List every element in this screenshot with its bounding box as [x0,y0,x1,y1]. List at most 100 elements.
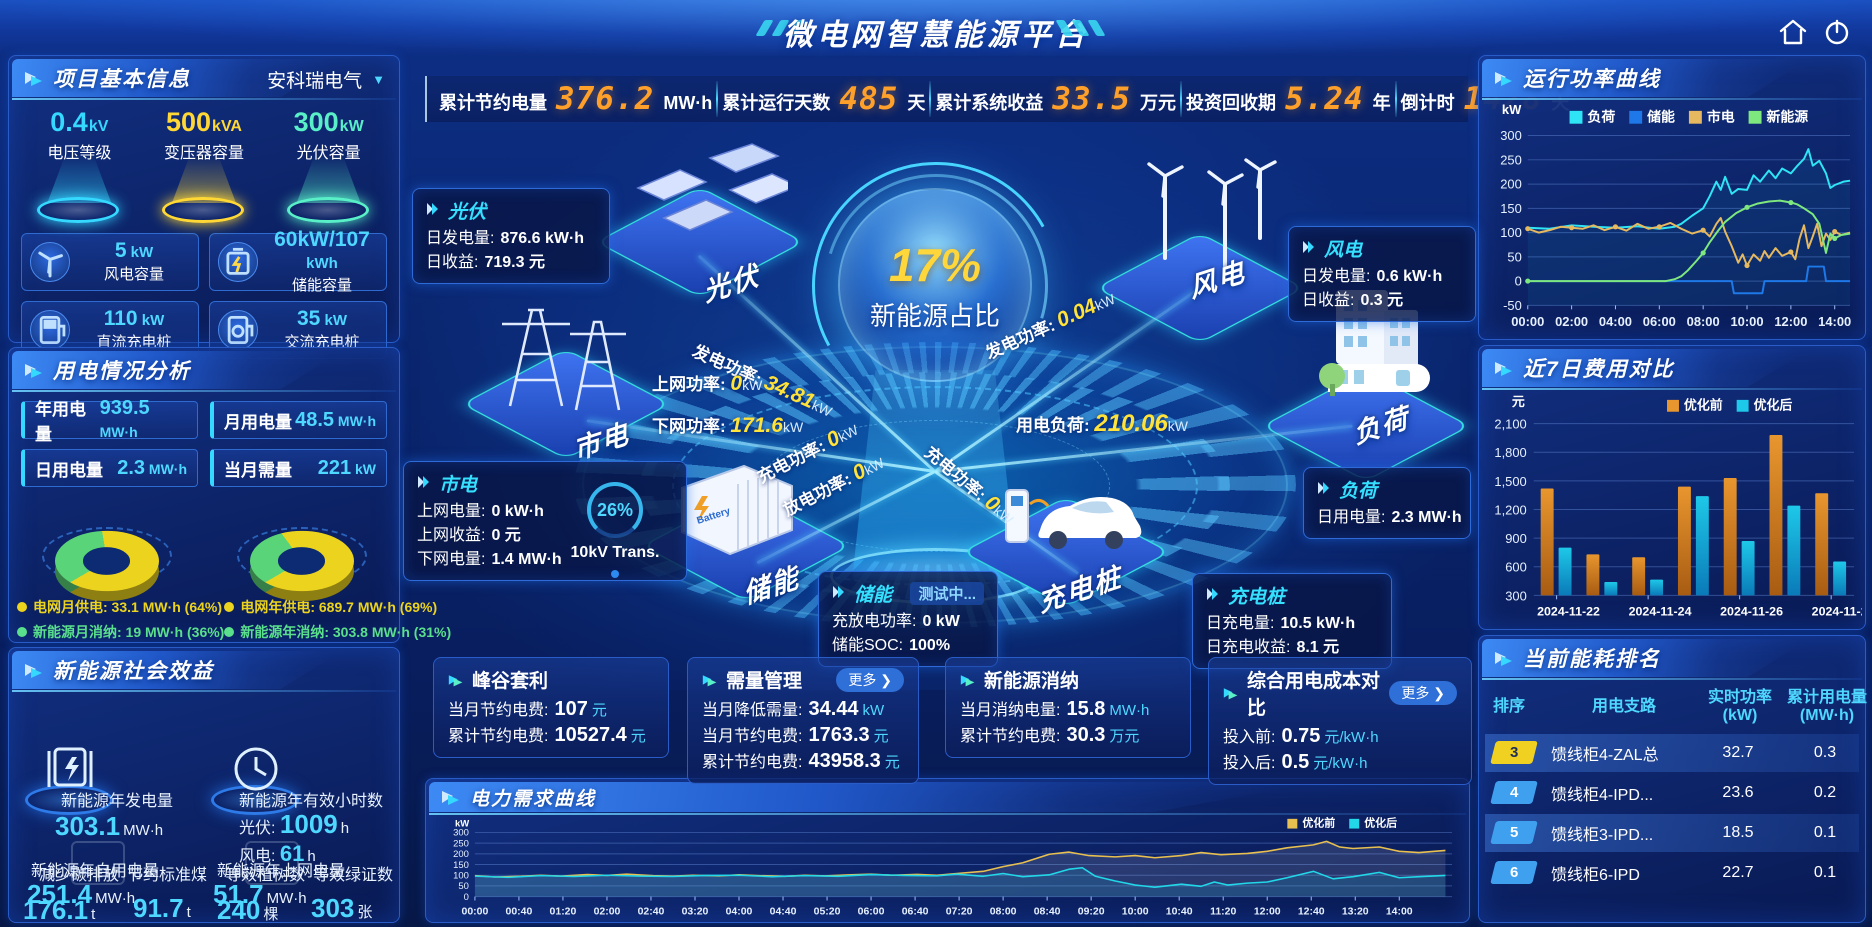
info-line-label: 日收益: [426,254,479,271]
svg-text:2024-11-28: 2024-11-28 [1812,605,1862,619]
usage-stat-value: 939.5 MW·h [99,397,150,440]
rank-badge: 6 [1490,861,1538,885]
info-line-value: 0 元 [491,527,521,544]
home-icon[interactable] [1776,16,1810,48]
battery-ghost-icon [71,841,125,885]
company-name: 安科瑞电气 [267,71,363,92]
battery-icon [218,242,258,282]
svg-text:-50: -50 [1503,298,1522,313]
panel-corner-icon [1494,648,1514,668]
cone-label: 变压器容量 [163,145,244,162]
wind-turbine-icon [30,242,70,282]
table-row[interactable]: 6 馈线柜6-IPD 22.7 0.1 [1485,854,1859,886]
chart-legend-item[interactable]: 优化前 [1667,398,1723,413]
info-line-value: 1.4 MW·h [491,551,562,568]
svg-text:10:00: 10:00 [1730,314,1763,329]
capacity-tile: 60kW/107 kWh 储能容量 [209,228,387,294]
info-panel-title: 负荷 [1317,476,1457,503]
card-line: 累计节约电费: 10527.4 元 [448,724,646,746]
usage-stat-label: 日用电量 [35,460,103,480]
energy-ranking-panel: 当前能耗排名 排序 用电支路 实时功率 (kW) 累计用电量 (MW·h) 3 馈线柜4-… [1478,635,1867,923]
svg-text:10:00: 10:00 [1122,907,1149,918]
gauge-dot [611,570,619,578]
legend-text: 电网月供电: 33.1 MW·h (64%) [33,599,223,615]
usage-stats: 年用电量 939.5 MW·h 月用电量 48.5 MW·h 日用电量 2.3 MW… [9,389,399,491]
chart-legend-item[interactable]: 优化后 [1736,398,1793,413]
legend-dot [224,627,235,637]
svg-text:2,100: 2,100 [1494,417,1526,432]
table-row[interactable]: 5 馈线柜3-IPD... 18.5 0.1 [1485,813,1859,852]
chart-legend-item[interactable]: 负荷 [1569,109,1616,125]
svg-text:市电: 市电 [1707,109,1735,125]
chart-legend-item[interactable]: 优化前 [1287,816,1335,830]
info-line: 储能SOC: 100% [832,634,984,658]
run-power-svg: -50 0 50 100 150 200 250 300 00:00 02:00 04:00 06:0… [1500,102,1851,329]
panel-title: 近7日费用对比 [1523,358,1675,381]
table-row[interactable]: 3 馈线柜4-ZAL总 32.7 0.3 [1485,733,1859,772]
svg-text:250: 250 [453,838,469,848]
tile-text: 110 kW 直流充电桩 [78,307,190,352]
more-button[interactable]: 更多 ❯ [1389,681,1457,705]
legend-text: 新能源年消纳: 303.8 MW·h (31%) [240,624,452,640]
info-line: 日充电量: 10.5 kW·h [1206,612,1378,636]
capacity-cone: 500kVA 变压器容量 [149,107,259,225]
svg-text:优化前: 优化前 [1302,816,1335,830]
social-body: 新能源年发电量 303.1 MW·h 新能源年有效小时数 光伏: 1009 h 风电: 61… [9,689,399,925]
legend-text: 电网年供电: 689.7 MW·h (69%) [240,599,438,615]
panel-corner-icon [24,660,44,680]
svg-text:50: 50 [458,881,469,891]
svg-text:02:40: 02:40 [638,907,665,918]
panel-corner-icon [1223,685,1239,701]
svg-text:150: 150 [453,860,469,870]
usage-stat-label: 月用电量 [224,412,292,432]
svg-text:150: 150 [1500,201,1522,216]
top-stat-value: 5.24 [1284,81,1364,117]
generation-icon [39,741,101,797]
chart-legend-item[interactable]: 储能 [1629,109,1675,125]
top-stats-divider [716,81,719,117]
card-line: 累计节约电费: 43958.3 元 [702,750,900,772]
tile-text: 60kW/107 kWh 储能容量 [266,228,378,295]
svg-text:08:00: 08:00 [1687,314,1720,329]
table-row[interactable]: 4 馈线柜4-IPD... 23.6 0.2 [1485,774,1859,812]
bar-优化后-2024-11-25 [1695,496,1709,596]
svg-text:900: 900 [1505,531,1527,546]
demand-curve-chart: 0 50 100 150 200 250 300 00:00 00:40 01:20 02:00 02… [429,813,1466,918]
info-line: 下网电量: 1.4 MW·h [417,548,673,572]
info-line-label: 日收益: [1302,292,1355,309]
svg-text:优化前: 优化前 [1684,398,1723,413]
info-line-label: 充放电功率: [832,613,917,630]
legend-text: 新能源月消纳: 19 MW·h (36%) [33,624,225,640]
tile-label: 直流充电桩 [96,334,172,352]
bar-优化前-2024-11-27 [1769,435,1783,596]
chart-legend-item[interactable]: 新能源 [1748,109,1809,125]
chevron-right-icon [426,200,440,222]
cone-value: 300kW [293,107,364,137]
chart-legend-item[interactable]: 优化后 [1349,816,1397,830]
clock-icon [225,741,287,797]
more-button[interactable]: 更多 ❯ [836,667,904,692]
info-line: 上网电量: 0 kW·h [417,500,673,524]
rank-badge: 3 [1490,741,1538,765]
total-energy: 0.1 [1813,863,1837,881]
tile-label: 储能容量 [291,277,352,295]
power-icon[interactable] [1820,16,1854,48]
metric-label: 等效绿证数 [313,867,394,884]
company-select[interactable]: 安科瑞电气 ▼ [267,66,385,93]
svg-text:00:00: 00:00 [462,907,489,918]
top-stats-divider [1394,81,1397,117]
chart-legend-item[interactable]: 市电 [1688,109,1735,125]
gauge-value: 26% [587,482,643,538]
donut-disc [54,530,159,592]
info-line-label: 上网收益: [417,527,486,544]
chevron-right-icon [417,473,431,495]
gauge-label: 10kV Trans. [570,544,660,561]
top-stat-label: 倒计时 [1400,93,1455,113]
dc-charger-icon [30,310,70,350]
info-panel-title: 市电 [417,470,673,497]
usage-legends: 电网月供电: 33.1 MW·h (64%) 新能源月消纳: 19 MW·h (… [9,593,451,642]
top-stats-divider [929,81,932,117]
svg-text:2024-11-22: 2024-11-22 [1537,605,1600,619]
usage-stat-label: 年用电量 [35,400,86,444]
metric-label: 节约标准煤 [127,867,208,884]
